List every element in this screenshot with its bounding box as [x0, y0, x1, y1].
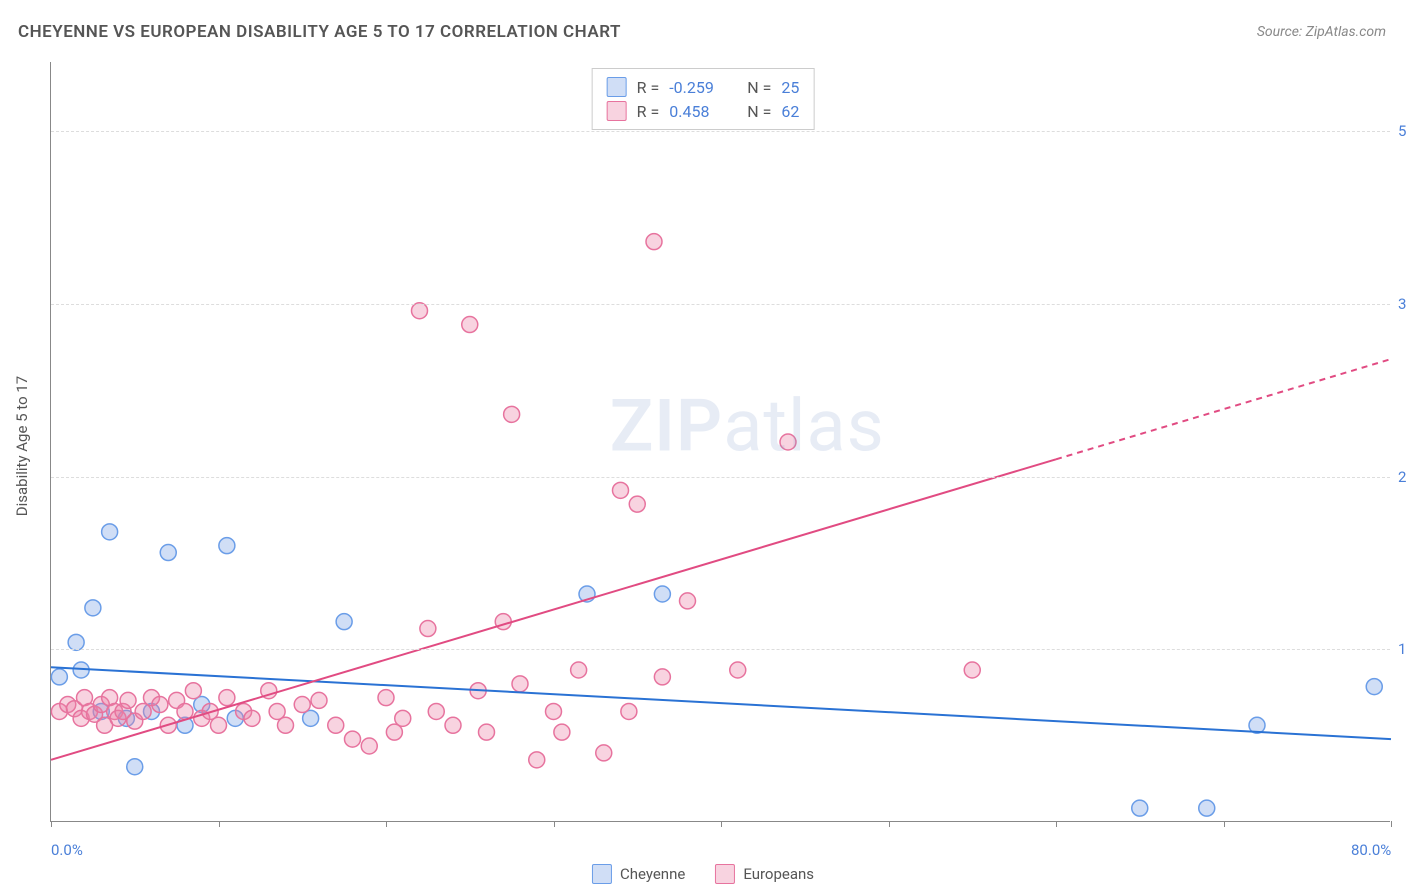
data-point [336, 614, 352, 630]
trend-line [51, 667, 1391, 739]
data-point [120, 692, 136, 708]
legend-r-value: 0.458 [669, 102, 729, 121]
legend-swatch [607, 101, 627, 121]
gridline [51, 131, 1390, 132]
data-point [278, 717, 294, 733]
data-point [211, 717, 227, 733]
data-point [185, 683, 201, 699]
legend-swatch [715, 864, 735, 884]
legend-item: Europeans [715, 864, 814, 884]
data-point [51, 669, 67, 685]
correlation-legend: R = -0.259 N = 25 R = 0.458 N = 62 [592, 68, 815, 130]
legend-label: Europeans [743, 865, 814, 883]
data-point [1199, 800, 1215, 816]
data-point [345, 731, 361, 747]
data-point [328, 717, 344, 733]
data-point [646, 234, 662, 250]
x-tick [1224, 821, 1225, 827]
gridline [51, 477, 1390, 478]
data-point [102, 524, 118, 540]
data-point [780, 434, 796, 450]
data-point [68, 634, 84, 650]
legend-label: Cheyenne [620, 865, 685, 883]
data-point [152, 697, 168, 713]
legend-r-label: R = [637, 78, 660, 97]
x-tick-label: 80.0% [1351, 841, 1391, 859]
x-tick [219, 821, 220, 827]
data-point [546, 703, 562, 719]
data-point [420, 621, 436, 637]
data-point [160, 545, 176, 561]
trend-line-extrap [1056, 359, 1391, 459]
data-point [654, 669, 670, 685]
data-point [395, 710, 411, 726]
legend-r-label: R = [637, 102, 660, 121]
data-point [680, 593, 696, 609]
y-tick-label: 50.0% [1390, 122, 1406, 140]
data-point [378, 690, 394, 706]
data-point [462, 317, 478, 333]
y-tick-label: 37.5% [1390, 295, 1406, 313]
data-point [85, 600, 101, 616]
data-point [294, 697, 310, 713]
legend-r-value: -0.259 [669, 78, 729, 97]
chart-area: ZIPatlas 12.5%25.0%37.5%50.0%0.0%80.0% [50, 62, 1390, 822]
gridline [51, 304, 1390, 305]
data-point [529, 752, 545, 768]
data-point [504, 406, 520, 422]
data-point [412, 303, 428, 319]
y-tick-label: 12.5% [1390, 640, 1406, 658]
gridline [51, 649, 1390, 650]
legend-n-label: N = [739, 102, 771, 121]
data-point [964, 662, 980, 678]
data-point [311, 692, 327, 708]
legend-row: R = 0.458 N = 62 [607, 99, 800, 123]
legend-swatch [607, 77, 627, 97]
y-tick-label: 25.0% [1390, 468, 1406, 486]
legend-n-value: 25 [781, 78, 799, 97]
y-axis-label: Disability Age 5 to 17 [13, 376, 31, 516]
legend-n-label: N = [739, 78, 771, 97]
plot-svg [51, 62, 1391, 822]
data-point [621, 703, 637, 719]
data-point [512, 676, 528, 692]
data-point [361, 738, 377, 754]
legend-row: R = -0.259 N = 25 [607, 75, 800, 99]
data-point [428, 703, 444, 719]
data-point [571, 662, 587, 678]
data-point [244, 710, 260, 726]
data-point [629, 496, 645, 512]
data-point [1366, 679, 1382, 695]
chart-title: CHEYENNE VS EUROPEAN DISABILITY AGE 5 TO… [18, 22, 621, 42]
x-tick [1056, 821, 1057, 827]
x-tick [889, 821, 890, 827]
x-tick [1391, 821, 1392, 827]
x-tick [554, 821, 555, 827]
x-tick [51, 821, 52, 827]
data-point [219, 538, 235, 554]
x-tick [721, 821, 722, 827]
legend-item: Cheyenne [592, 864, 685, 884]
x-tick [386, 821, 387, 827]
data-point [654, 586, 670, 602]
data-point [730, 662, 746, 678]
data-point [127, 759, 143, 775]
data-point [554, 724, 570, 740]
data-point [445, 717, 461, 733]
legend-swatch [592, 864, 612, 884]
data-point [613, 482, 629, 498]
source-label: Source: ZipAtlas.com [1257, 24, 1386, 40]
data-point [596, 745, 612, 761]
data-point [1132, 800, 1148, 816]
x-tick-label: 0.0% [51, 841, 83, 859]
series-legend: Cheyenne Europeans [592, 864, 814, 884]
data-point [479, 724, 495, 740]
data-point [219, 690, 235, 706]
legend-n-value: 62 [781, 102, 799, 121]
